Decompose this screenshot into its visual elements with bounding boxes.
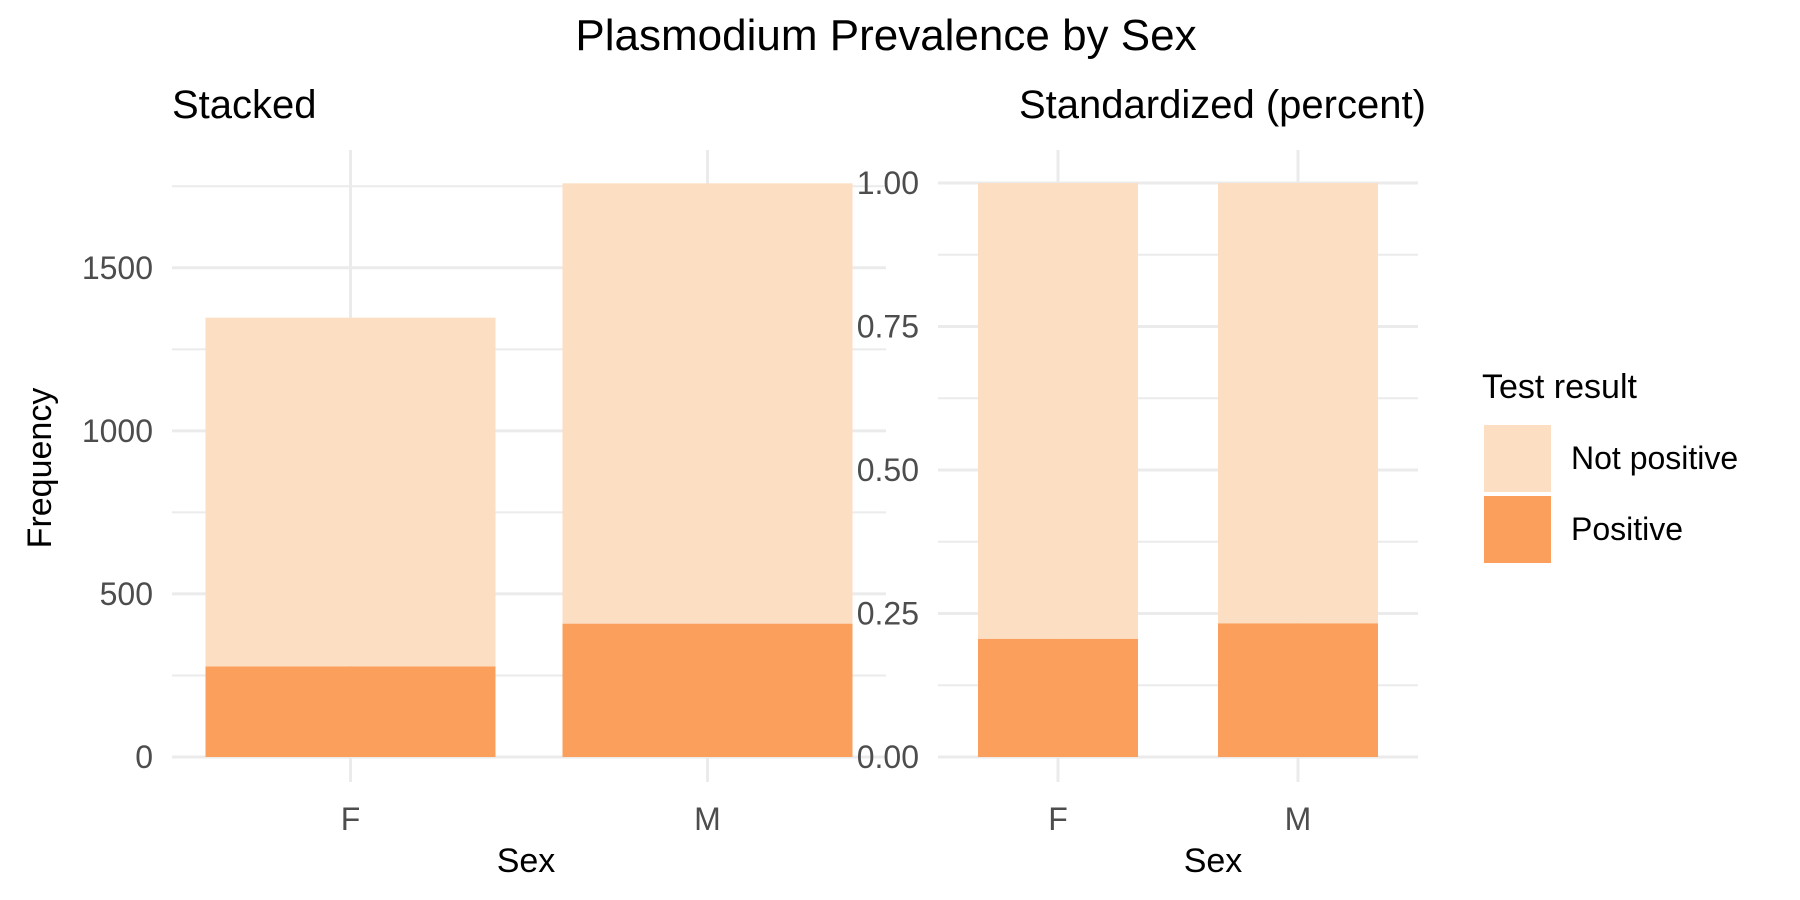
panel-stacked-x-tick-label-m: M [694,801,721,837]
panel-standardized-x-tick-label-f: F [1048,801,1068,837]
panel-stacked-y-ticks: 0 500 1000 1500 [82,250,153,775]
panel-standardized-y-tick-label: 0.25 [857,596,919,632]
legend-label-positive: Positive [1571,511,1683,547]
legend: Test result Not positive Positive [1482,368,1738,563]
panel-stacked-bar-f-positive [205,666,496,757]
panel-standardized-bar-m-positive [1218,623,1378,757]
panel-standardized-bar-m-not-positive [1218,183,1378,624]
panel-standardized-y-tick-label: 0.50 [857,452,919,488]
panel-stacked-y-tick-label: 500 [100,576,153,612]
panel-stacked-bar-f-not-positive [205,317,496,667]
panel-stacked-y-tick-label: 1000 [82,413,153,449]
panel-stacked-bar-m-not-positive [562,183,853,624]
panel-standardized-y-tick-label: 0.75 [857,309,919,345]
panel-standardized-bar-f-positive [978,638,1138,757]
panel-stacked-subtitle: Stacked [172,83,317,127]
panel-standardized-subtitle: Standardized (percent) [1019,83,1426,127]
legend-key-positive [1484,496,1551,563]
panel-standardized-x-axis-title: Sex [1184,842,1243,880]
panel-stacked-y-tick-label: 0 [135,739,153,775]
legend-key-not-positive [1484,425,1551,492]
panel-stacked-x-axis-title: Sex [497,842,556,880]
legend-label-not-positive: Not positive [1571,440,1738,476]
panel-standardized-bar-f-not-positive [978,183,1138,639]
panel-stacked-bar-m-positive [562,623,853,757]
panel-stacked-y-tick-label: 1500 [82,250,153,286]
panel-standardized-bars [978,183,1378,757]
panel-stacked-x-tick-label-f: F [341,801,361,837]
panel-stacked-bars [205,183,853,757]
panel-standardized-y-tick-label: 1.00 [857,165,919,201]
panel-standardized-y-ticks: 0.00 0.25 0.50 0.75 1.00 [857,165,919,775]
panel-stacked-y-axis-title: Frequency [21,388,59,549]
legend-title: Test result [1482,368,1637,406]
panel-standardized-x-tick-label-m: M [1285,801,1312,837]
chart-title: Plasmodium Prevalence by Sex [575,11,1196,60]
panel-standardized-y-tick-label: 0.00 [857,739,919,775]
panel-standardized: Standardized (percent) 0.00 0.25 0.50 0.75 1… [857,83,1426,880]
